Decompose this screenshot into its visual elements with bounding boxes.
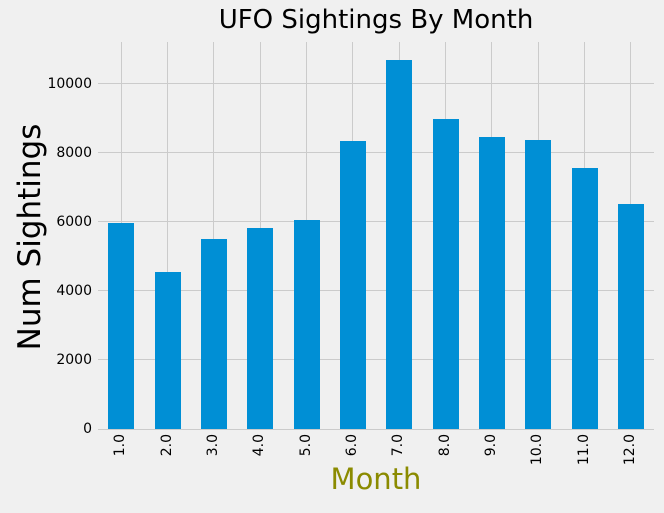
y-tick-label: 2000 <box>56 351 92 368</box>
x-tick-label: 7.0 <box>390 434 407 457</box>
bar-month-9.0 <box>478 136 505 429</box>
chart-title: UFO Sightings By Month <box>218 5 534 35</box>
x-tick-label: 4.0 <box>251 434 268 457</box>
bar-month-1.0 <box>108 222 135 429</box>
bar-month-6.0 <box>339 140 366 429</box>
x-tick-label: 11.0 <box>575 434 592 466</box>
x-tick-label: 10.0 <box>529 434 546 466</box>
v-gridline <box>167 42 168 429</box>
h-gridline <box>98 290 654 292</box>
h-gridline <box>98 83 654 85</box>
x-tick-label: 8.0 <box>436 434 453 457</box>
x-axis-label: Month <box>330 462 422 496</box>
y-tick-label: 4000 <box>56 282 92 299</box>
x-tick-label: 9.0 <box>482 434 499 457</box>
h-gridline <box>98 221 654 223</box>
x-tick-label: 6.0 <box>343 434 360 457</box>
bar-month-12.0 <box>617 204 644 429</box>
bar-month-8.0 <box>432 118 459 429</box>
bar-month-5.0 <box>293 219 320 429</box>
h-gridline <box>98 428 654 430</box>
v-gridline <box>213 42 215 429</box>
plot-area <box>98 42 654 430</box>
bar-month-3.0 <box>200 239 227 429</box>
bar-month-10.0 <box>525 140 552 429</box>
h-gridline <box>98 152 654 154</box>
x-tick-label: 3.0 <box>204 434 221 457</box>
h-gridline <box>98 359 654 361</box>
bar-month-11.0 <box>571 167 598 429</box>
x-tick-label: 1.0 <box>112 434 129 457</box>
y-tick-label: 6000 <box>56 213 92 230</box>
bar-month-7.0 <box>386 60 413 429</box>
y-tick-label: 8000 <box>56 144 92 161</box>
y-tick-label: 10000 <box>47 75 92 92</box>
y-tick-label: 0 <box>83 421 92 437</box>
x-tick-label: 12.0 <box>621 434 638 466</box>
bar-month-2.0 <box>154 271 181 429</box>
x-tick-label: 2.0 <box>158 434 175 457</box>
bar-month-4.0 <box>247 228 274 429</box>
x-tick-label: 5.0 <box>297 434 314 457</box>
